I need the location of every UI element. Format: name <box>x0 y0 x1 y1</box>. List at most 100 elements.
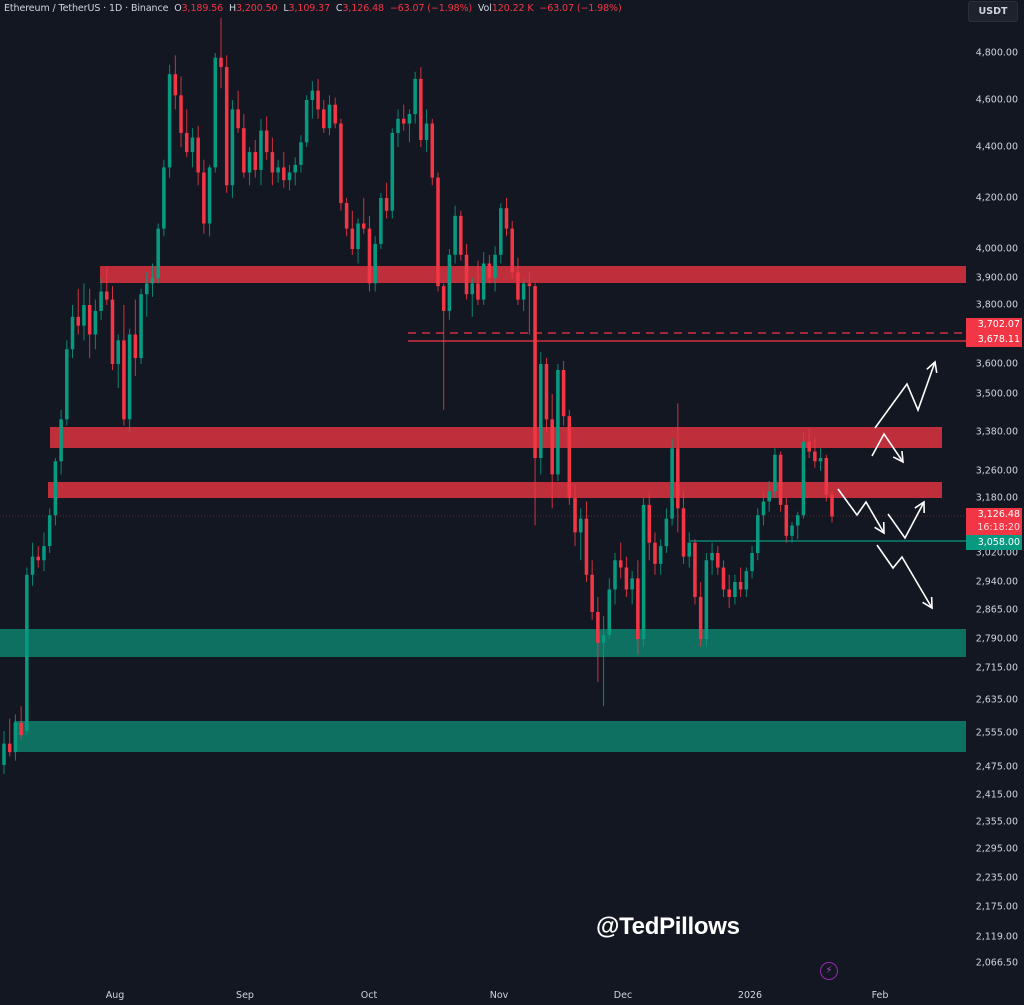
candle-body <box>59 419 63 462</box>
candle-body <box>264 130 269 153</box>
price-tick-label: 2,715.00 <box>975 662 1018 674</box>
author-watermark: @TedPillows <box>596 913 740 940</box>
open-label: O <box>174 3 182 14</box>
candle-body <box>681 508 686 557</box>
candle-body <box>65 349 69 420</box>
price-tick-label: 2,295.00 <box>975 843 1018 855</box>
price-axis[interactable]: 4,800.00 4,600.00 4,400.00 4,200.00 4,000.00… <box>966 0 1024 985</box>
candle-body <box>795 515 800 526</box>
candle-body <box>350 228 355 249</box>
candle-body <box>327 104 332 129</box>
candle-body <box>744 571 749 590</box>
volume-label: Vol <box>477 3 492 14</box>
candle-body <box>413 78 417 115</box>
candle-body <box>790 525 794 536</box>
lightning-icon[interactable]: ⚡ <box>820 962 838 980</box>
candle-body <box>150 278 155 284</box>
candle-body <box>105 291 109 300</box>
candle-body <box>830 494 834 517</box>
price-tick-label: 2,235.00 <box>975 872 1018 884</box>
price-tick-label: 2,790.00 <box>975 633 1018 645</box>
candle-body <box>282 167 286 181</box>
candle-body <box>236 109 240 129</box>
price-tick-label: 3,380.00 <box>975 426 1018 438</box>
price-tick-label: 2,475.00 <box>975 761 1018 773</box>
candle-body <box>390 132 395 211</box>
price-tick-label: 4,000.00 <box>975 243 1018 255</box>
candle-body <box>167 74 172 168</box>
candle-body <box>813 451 817 462</box>
candle-body <box>801 441 806 516</box>
candle-body <box>464 254 469 295</box>
price-tick-label: 3,600.00 <box>975 358 1018 370</box>
low-label: L <box>283 3 289 14</box>
candle-body <box>384 198 389 211</box>
candle-body <box>339 123 343 204</box>
price-chart[interactable] <box>0 0 966 985</box>
currency-button[interactable]: USDT <box>968 1 1018 22</box>
candle-body <box>407 114 412 124</box>
resistance-zone[interactable] <box>100 266 966 283</box>
candle-body <box>533 286 537 458</box>
candle-body <box>133 334 138 359</box>
candle-body <box>670 448 674 519</box>
candle-body <box>510 228 514 273</box>
candle-body <box>658 546 663 564</box>
candle-body <box>750 553 754 572</box>
retest-down-arrow[interactable] <box>837 488 885 534</box>
price-tick-label: 2,355.00 <box>975 816 1018 828</box>
candle-body <box>618 560 623 568</box>
time-tick-label: Sep <box>236 990 254 1001</box>
price-tick-label: 2,415.00 <box>975 789 1018 801</box>
candle-body <box>499 208 503 255</box>
rejection-arrow[interactable] <box>871 432 904 463</box>
candle-body <box>567 416 572 498</box>
candle-body <box>25 574 29 731</box>
candle-body <box>453 215 457 255</box>
last-price-tag: 3,126.48 <box>966 508 1022 521</box>
candle-body <box>116 340 120 364</box>
candle-body <box>613 560 617 590</box>
breakdown-arrow[interactable] <box>876 544 933 609</box>
candle-body <box>270 152 275 173</box>
low-value: 3,109.37 <box>288 3 331 14</box>
candle-body <box>761 501 766 516</box>
price-tick-label: 4,800.00 <box>975 47 1018 59</box>
candle-body <box>333 104 337 124</box>
candle-body <box>316 90 320 110</box>
candle-body <box>573 498 577 533</box>
price-tick-label: 2,175.00 <box>975 901 1018 913</box>
candle-body <box>430 123 435 178</box>
candle-body <box>653 542 657 564</box>
candle-body <box>704 560 709 639</box>
candle-body <box>30 556 35 575</box>
support-zone[interactable] <box>0 629 966 657</box>
candle-body <box>219 57 223 68</box>
candle-body <box>521 283 526 300</box>
close-value: 3,126.48 <box>342 3 384 14</box>
candle-body <box>144 283 149 295</box>
bullish-breakout-arrow[interactable] <box>874 361 936 429</box>
bounce-up-arrow[interactable] <box>887 501 925 540</box>
candle-body <box>230 109 235 186</box>
candle-body <box>207 167 212 224</box>
arrow-head-icon <box>922 596 933 610</box>
candle-body <box>156 228 160 278</box>
candle-body <box>767 491 771 502</box>
candle-body <box>47 515 52 547</box>
candle-body <box>544 364 549 420</box>
support-zone[interactable] <box>14 721 966 752</box>
candle-body <box>504 208 509 229</box>
time-axis[interactable]: Aug Sep Oct Nov Dec 2026 Feb <box>0 985 966 1005</box>
volume-value: 120.22 K <box>491 3 534 14</box>
candle-body <box>247 152 252 173</box>
candle-body <box>173 74 178 96</box>
candle-body <box>184 132 189 153</box>
resistance-zone[interactable] <box>50 427 942 448</box>
volume-change-value: −63.07 (−1.98%) <box>539 3 622 14</box>
candle-body <box>664 518 669 547</box>
candle-body <box>459 215 463 255</box>
resistance-zone[interactable] <box>48 482 942 498</box>
candle-body <box>710 553 714 561</box>
countdown-tag: 16:18:20 <box>966 521 1022 535</box>
